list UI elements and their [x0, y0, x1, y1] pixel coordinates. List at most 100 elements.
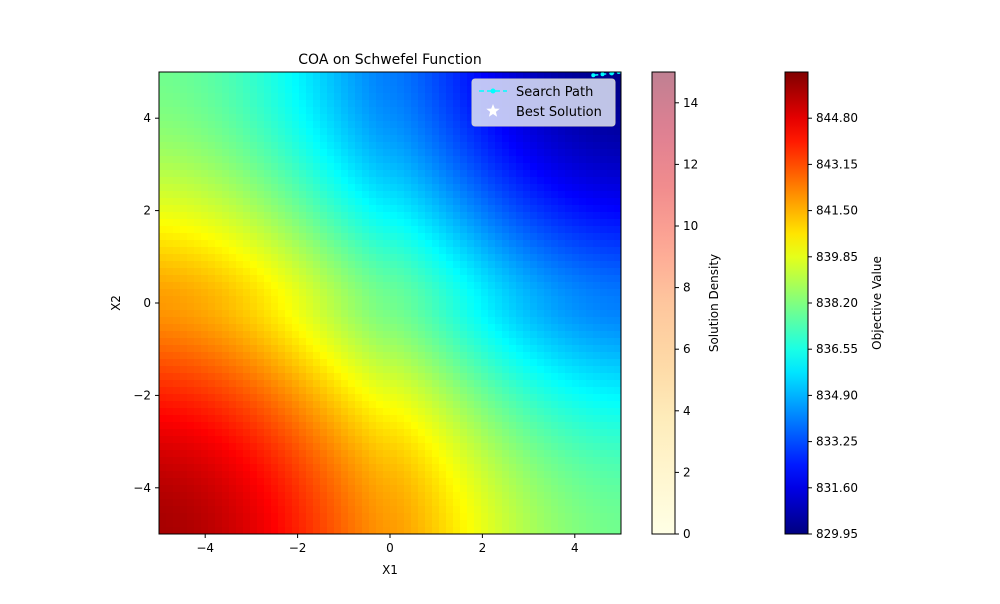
heatmap-cell [383, 296, 391, 304]
heatmap-cell [418, 422, 426, 430]
heatmap-cell [425, 373, 433, 381]
heatmap-cell [530, 520, 538, 528]
heatmap-cell [467, 163, 475, 171]
heatmap-cell [159, 429, 167, 437]
heatmap-cell [425, 198, 433, 206]
heatmap-cell [222, 408, 230, 416]
heatmap-cell [334, 464, 342, 472]
heatmap-cell [327, 184, 335, 192]
heatmap-cell [467, 268, 475, 276]
heatmap-cell [278, 128, 286, 136]
heatmap-cell [460, 240, 468, 248]
heatmap-cell [404, 142, 412, 150]
heatmap-cell [348, 93, 356, 101]
heatmap-cell [243, 72, 251, 80]
heatmap-cell [250, 499, 258, 507]
heatmap-cell [523, 72, 531, 80]
heatmap-cell [551, 422, 559, 430]
heatmap-cell [607, 317, 615, 325]
heatmap-cell [215, 128, 223, 136]
heatmap-cell [229, 121, 237, 129]
heatmap-cell [530, 471, 538, 479]
heatmap-cell [194, 499, 202, 507]
heatmap-cell [446, 436, 454, 444]
heatmap-cell [453, 422, 461, 430]
heatmap-cell [341, 520, 349, 528]
heatmap-cell [383, 471, 391, 479]
heatmap-cell [159, 275, 167, 283]
heatmap-cell [397, 513, 405, 521]
heatmap-cell [481, 520, 489, 528]
heatmap-cell [306, 338, 314, 346]
heatmap-cell [264, 450, 272, 458]
heatmap-cell [460, 100, 468, 108]
heatmap-cell [544, 401, 552, 409]
heatmap-cell [586, 324, 594, 332]
heatmap-cell [446, 450, 454, 458]
heatmap-cell [215, 170, 223, 178]
heatmap-cell [446, 296, 454, 304]
heatmap-cell [453, 527, 461, 534]
heatmap-cell [593, 156, 601, 164]
heatmap-cell [516, 282, 524, 290]
heatmap-cell [180, 240, 188, 248]
heatmap-cell [600, 296, 608, 304]
heatmap-cell [586, 352, 594, 360]
heatmap-cell [355, 492, 363, 500]
heatmap-cell [159, 471, 167, 479]
heatmap-cell [292, 380, 300, 388]
heatmap-cell [523, 450, 531, 458]
heatmap-cell [187, 359, 195, 367]
heatmap-cell [313, 93, 321, 101]
heatmap-cell [355, 205, 363, 213]
heatmap-cell [215, 135, 223, 143]
heatmap-cell [334, 359, 342, 367]
heatmap-cell [579, 170, 587, 178]
heatmap-cell [446, 261, 454, 269]
heatmap-cell [327, 128, 335, 136]
heatmap-cell [159, 170, 167, 178]
heatmap-cell [250, 394, 258, 402]
heatmap-cell [285, 527, 293, 534]
heatmap-cell [271, 394, 279, 402]
heatmap-cell [446, 100, 454, 108]
heatmap-cell [180, 86, 188, 94]
heatmap-cell [481, 149, 489, 157]
heatmap-cell [271, 93, 279, 101]
heatmap-cell [222, 163, 230, 171]
heatmap-cell [334, 268, 342, 276]
heatmap-cell [243, 506, 251, 514]
heatmap-cell [516, 359, 524, 367]
heatmap-cell [404, 345, 412, 353]
heatmap-cell [264, 296, 272, 304]
heatmap-cell [474, 520, 482, 528]
heatmap-cell [194, 156, 202, 164]
heatmap-cell [299, 429, 307, 437]
heatmap-cell [614, 184, 621, 192]
heatmap-cell [362, 387, 370, 395]
heatmap-cell [474, 415, 482, 423]
heatmap-cell [418, 450, 426, 458]
heatmap-cell [285, 429, 293, 437]
heatmap-cell [586, 177, 594, 185]
heatmap-cell [404, 310, 412, 318]
heatmap-cell [215, 86, 223, 94]
heatmap-cell [607, 478, 615, 486]
heatmap-cell [201, 184, 209, 192]
heatmap-cell [467, 233, 475, 241]
heatmap-cell [446, 233, 454, 241]
heatmap-cell [180, 191, 188, 199]
heatmap-cell [572, 485, 580, 493]
heatmap-cell [614, 499, 621, 507]
heatmap-cell [474, 513, 482, 521]
heatmap-cell [600, 219, 608, 227]
heatmap-cell [236, 72, 244, 80]
heatmap-cell [397, 135, 405, 143]
heatmap-cell [411, 247, 419, 255]
heatmap-cell [369, 296, 377, 304]
heatmap-cell [572, 289, 580, 297]
heatmap-cell [495, 401, 503, 409]
heatmap-cell [313, 527, 321, 534]
heatmap-cell [285, 324, 293, 332]
heatmap-cell [383, 513, 391, 521]
